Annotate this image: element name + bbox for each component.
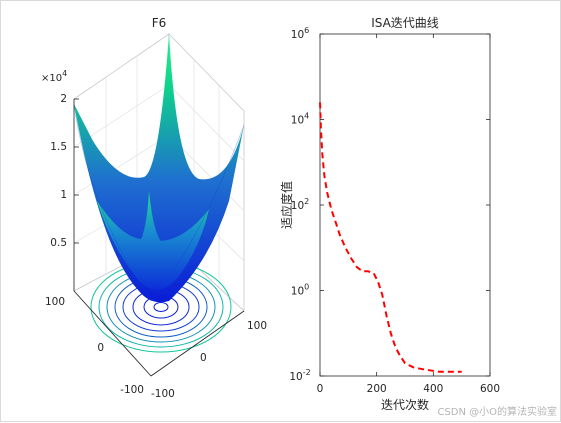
y-tick-label: -100 [120,384,144,396]
curve-x-axis-label: 迭代次数 [381,397,429,412]
curve-x-tick-labels: 0 200 400 600 [317,383,500,395]
x-tick-label: 100 [247,320,267,332]
z-tick-label: 1 [60,189,67,201]
surface-front-edge [73,103,245,302]
y-tick-label: 0 [97,342,104,354]
curve-ticks [319,33,491,377]
curve-y-tick-labels: 106 104 102 100 10-2 [289,26,310,383]
x-tick-label: 200 [367,383,387,395]
surface-exponent-power: 4 [62,69,67,78]
curve-y-axis-label: 适应度值 [279,181,294,229]
x-tick-label: 0 [317,383,324,395]
x-tick-label: -100 [151,388,175,400]
surface-title: F6 [152,16,167,30]
y-tick-label: 104 [291,112,309,127]
surface-x-axis [150,310,245,377]
x-tick-label: 600 [480,383,500,395]
y-tick-label: 10-2 [289,368,310,383]
y-tick-label: 100 [45,296,65,308]
surface-inner-peak [97,191,209,290]
curve-title: ISA迭代曲线 [371,16,439,30]
fitness-curve-line [319,102,462,373]
curve-plot-area [319,33,491,377]
y-tick-label: 106 [291,26,309,41]
surface-y-axis [73,290,152,377]
y-tick-label: 102 [291,197,309,212]
curve-subplot: ISA迭代曲线 106 104 102 100 10-2 0 200 400 600 迭代次数… [279,16,500,412]
surface-subplot: F6 ×104 2 1.5 1 0.5 100 0 -100 -100 0 10… [41,16,267,400]
x-tick-label: 400 [423,383,443,395]
x-tick-label: 0 [200,352,207,364]
y-tick-label: 100 [291,283,309,298]
z-tick-label: 0.5 [50,237,67,249]
surface-exponent-base: ×10 [41,73,62,84]
surface-exponent: ×104 [41,69,67,84]
watermark: CSDN @小O的算法实验室 [437,405,557,418]
z-tick-label: 1.5 [50,141,67,153]
z-tick-label: 2 [60,93,67,105]
